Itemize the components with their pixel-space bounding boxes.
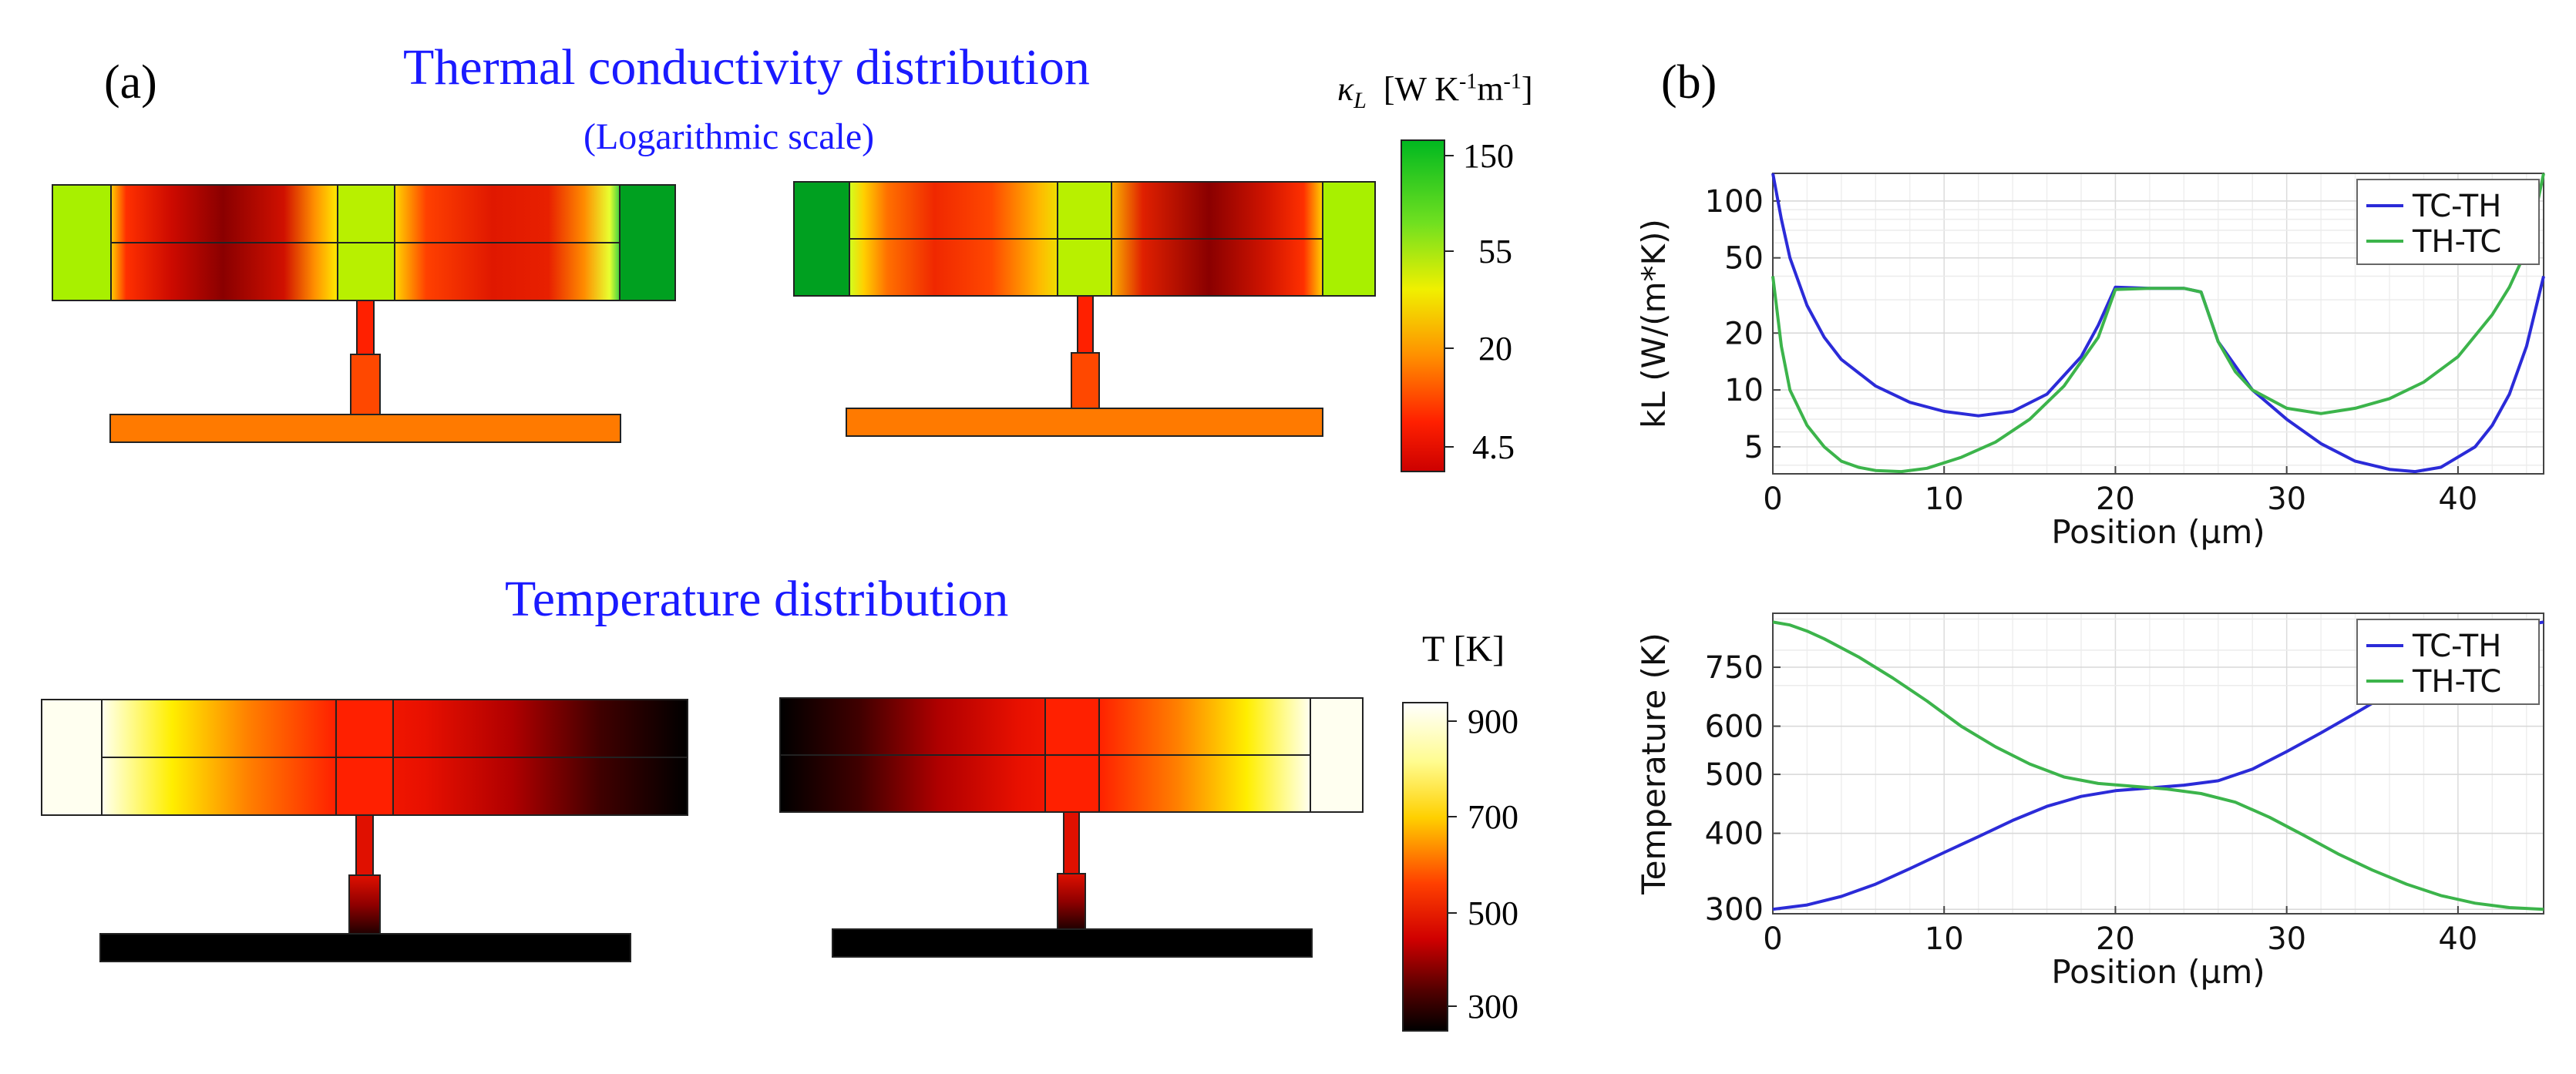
kappa-colorbar-label: κL [W K-1m-1] <box>1337 69 1533 114</box>
temperature-tick-label: 700 <box>1468 798 1518 836</box>
kappa-unit-exp2: -1 <box>1503 69 1522 94</box>
kappa-symbol: κ <box>1337 70 1354 108</box>
kappa-tick-label: 55 <box>1478 233 1512 270</box>
plot-frame <box>1772 173 2544 475</box>
kappa-tick-label: 4.5 <box>1472 428 1515 466</box>
legend-box <box>2356 619 2540 705</box>
legend-label: TC-TH <box>2412 629 2501 664</box>
y-tick-label: 50 <box>1724 241 1764 277</box>
legend-box <box>2356 179 2540 265</box>
x-tick-label: 0 <box>1763 921 1782 957</box>
kappa-device-left <box>52 184 676 443</box>
temperature-device-right <box>779 697 1364 958</box>
x-tick-label: 0 <box>1763 482 1782 517</box>
kappa-device-right <box>793 181 1376 437</box>
temperature-colorbar-label: T [K] <box>1422 629 1505 670</box>
y-axis-label: kL (W/(m*K)) <box>1635 219 1673 428</box>
x-tick-label: 40 <box>2438 921 2477 957</box>
x-tick-label: 30 <box>2267 482 2306 517</box>
panel-a-maps: 150 55 20 4.5 900 700 500 300 <box>41 137 1518 1032</box>
panel-b-label: (b) <box>1661 56 1717 109</box>
temperature-tick-label: 900 <box>1468 703 1518 740</box>
kappa-unit-exp1: -1 <box>1458 69 1478 94</box>
x-axis-label: Position (µm) <box>2051 953 2265 991</box>
kappa-tick-label: 150 <box>1463 137 1514 175</box>
y-tick-label: 400 <box>1705 817 1764 852</box>
kappa-unit-mid: m <box>1477 70 1504 108</box>
kappa-line-chart: 0 10 20 30 40 5 10 20 50 100 Position (µm) kL (W/(m… <box>1635 173 2545 551</box>
temperature-device-left <box>41 699 688 962</box>
y-tick-label: 750 <box>1705 650 1764 686</box>
y-tick-label: 10 <box>1724 373 1764 408</box>
legend-label: TC-TH <box>2412 189 2501 224</box>
temperature-line-chart: 0 10 20 30 40 300 400 500 600 750 Position (µm) Tem… <box>1635 613 2544 991</box>
kappa-subtitle: (Logarithmic scale) <box>583 116 875 157</box>
y-tick-label: 5 <box>1744 430 1764 465</box>
temperature-tick-label: 500 <box>1468 894 1518 932</box>
y-tick-label: 300 <box>1705 892 1764 928</box>
y-tick-label: 20 <box>1724 316 1764 351</box>
x-tick-label: 20 <box>2096 921 2135 957</box>
y-tick-label: 100 <box>1705 184 1764 220</box>
y-tick-label: 600 <box>1705 710 1764 745</box>
temperature-title: Temperature distribution <box>505 571 1009 627</box>
x-tick-label: 10 <box>1925 921 1964 957</box>
kappa-subscript: L <box>1354 87 1367 113</box>
x-tick-label: 20 <box>2096 482 2135 517</box>
legend-label: TH-TC <box>2412 664 2501 700</box>
y-axis-label: Temperature (K) <box>1635 633 1673 895</box>
kappa-tick-label: 20 <box>1478 330 1512 368</box>
x-tick-label: 40 <box>2438 482 2477 517</box>
y-tick-label: 500 <box>1705 757 1764 793</box>
x-axis-label: Position (µm) <box>2051 513 2265 551</box>
plot-frame <box>1772 613 2544 915</box>
temperature-colorbar: 900 700 500 300 <box>1402 702 1518 1032</box>
series-line-th-tc <box>1772 620 2544 911</box>
legend-label: TH-TC <box>2412 224 2501 260</box>
kappa-colorbar: 150 55 20 4.5 <box>1401 137 1515 472</box>
x-tick-label: 30 <box>2267 921 2306 957</box>
panel-a-label: (a) <box>104 56 157 109</box>
kappa-unit-start: [W K <box>1383 70 1459 108</box>
kappa-unit-end: ] <box>1521 70 1533 108</box>
series-line-th-tc <box>1771 173 2545 474</box>
temperature-tick-label: 300 <box>1468 988 1518 1025</box>
kappa-title: Thermal conductivity distribution <box>403 39 1090 96</box>
x-tick-label: 10 <box>1925 482 1964 517</box>
